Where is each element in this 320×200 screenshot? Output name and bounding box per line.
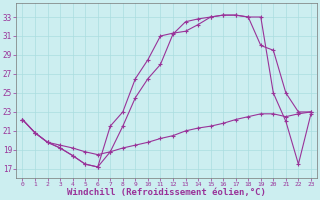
X-axis label: Windchill (Refroidissement éolien,°C): Windchill (Refroidissement éolien,°C) [67, 188, 266, 197]
